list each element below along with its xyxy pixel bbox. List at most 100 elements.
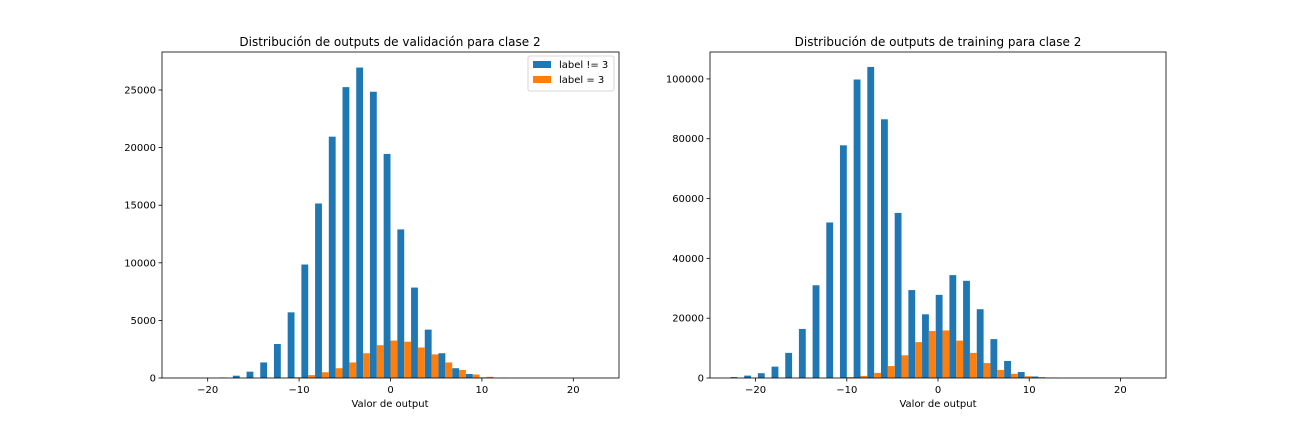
training-bar-series0-13: [908, 290, 916, 378]
training-bar-series1-8: [956, 340, 964, 378]
validation-y-tick-label-2: 10000: [124, 258, 156, 269]
training-y-tick-label-4: 80000: [672, 134, 704, 145]
validation-bar-series1-14: [472, 374, 480, 378]
legend-label-not-3: label != 3: [559, 60, 608, 71]
validation-bar-series0-4: [273, 344, 281, 378]
training-bar-series0-17: [963, 280, 970, 378]
training-bar-series1-0: [846, 377, 854, 378]
validation-bar-series0-13: [397, 229, 405, 378]
validation-bar-series0-18: [465, 373, 473, 378]
validation-bar-series1-9: [404, 341, 412, 378]
validation-bar-series0-14: [411, 287, 418, 378]
training-bar-series0-21: [1017, 372, 1025, 378]
training-bar-series0-4: [785, 352, 793, 378]
training-bar-series0-22: [1031, 376, 1039, 378]
validation-y-ticks: 0 5000 10000 15000 20000 25000: [124, 86, 162, 385]
training-bar-series0-0: [730, 377, 738, 378]
validation-bar-series1-15: [486, 376, 494, 378]
validation-bar-series0-2: [246, 371, 254, 378]
validation-bar-series0-16: [438, 353, 446, 378]
training-bar-series0-16: [949, 275, 957, 378]
validation-bar-series0-9: [342, 87, 350, 378]
training-bar-series1-9: [969, 352, 977, 378]
validation-y-tick-label-3: 15000: [124, 201, 156, 212]
training-y-tick-label-5: 100000: [666, 74, 704, 85]
training-x-ticks: −20 −10 0 10 20: [745, 378, 1127, 396]
training-bar-series1-4: [901, 355, 909, 378]
training-bar-series1-14: [1038, 377, 1046, 378]
validation-x-tick-label-2: 0: [387, 385, 393, 396]
validation-bar-series0-6: [301, 264, 309, 378]
validation-bar-series0-11: [369, 91, 377, 379]
training-y-tick-label-2: 40000: [672, 254, 704, 265]
training-x-tick-label-2: 0: [935, 385, 941, 396]
validation-bar-series1-4: [335, 368, 343, 378]
training-bar-series0-20: [1004, 360, 1011, 378]
training-bar-series1-7: [942, 330, 950, 378]
training-bar-series0-8: [839, 145, 847, 378]
validation-bar-series1-2: [308, 375, 316, 378]
validation-bar-series1-11: [431, 354, 439, 378]
training-bar-series1-3: [887, 366, 895, 378]
validation-y-tick-label-5: 25000: [124, 86, 156, 97]
legend: label != 3 label = 3: [527, 55, 615, 92]
training-bar-series1-10: [983, 363, 991, 378]
training-x-tick-label-1: −10: [836, 385, 857, 396]
training-x-tick-label-3: 10: [1023, 385, 1036, 396]
training-y-tick-label-1: 20000: [672, 314, 704, 325]
validation-x-tick-label-0: −20: [197, 385, 218, 396]
validation-bar-series1-12: [445, 362, 453, 378]
validation-bar-series1-13: [459, 369, 466, 378]
training-bar-series1-6: [928, 331, 936, 378]
legend-swatch-orange: [533, 76, 551, 83]
validation-x-tick-label-3: 10: [476, 385, 489, 396]
training-bar-series1-12: [1010, 373, 1018, 378]
training-bar-series0-6: [812, 285, 820, 378]
validation-x-tick-label-1: −10: [289, 385, 310, 396]
validation-bar-series0-12: [383, 153, 391, 378]
training-histogram-panel: Distribución de outputs de training para…: [666, 35, 1167, 410]
training-x-tick-label-4: 20: [1114, 385, 1127, 396]
training-x-tick-label-0: −20: [745, 385, 766, 396]
training-bar-series0-19: [990, 339, 998, 378]
training-bar-series1-1: [860, 375, 868, 378]
training-bars: [730, 66, 1059, 379]
validation-bar-series0-8: [328, 136, 336, 378]
validation-bar-series1-7: [376, 345, 384, 378]
validation-x-ticks: −20 −10 0 10 20: [197, 378, 580, 396]
validation-x-axis-label: Valor de output: [351, 399, 428, 410]
training-bar-series0-2: [757, 373, 765, 378]
training-y-tick-label-0: 0: [698, 374, 704, 385]
validation-bar-series0-3: [260, 362, 268, 378]
validation-histogram-panel: Distribución de outputs de validación pa…: [124, 35, 620, 410]
training-y-ticks: 0 20000 40000 60000 80000 100000: [666, 74, 710, 385]
validation-bar-series1-5: [349, 362, 357, 378]
validation-bars: [219, 67, 508, 379]
training-bar-series0-14: [922, 314, 929, 378]
validation-bar-series0-5: [287, 312, 295, 378]
training-chart-title: Distribución de outputs de training para…: [795, 35, 1082, 49]
training-bar-series0-12: [894, 212, 902, 378]
training-bar-series0-1: [744, 375, 752, 378]
validation-bar-series1-8: [390, 340, 398, 378]
training-bar-series0-15: [935, 294, 943, 378]
training-bar-series1-11: [997, 369, 1005, 378]
training-y-tick-label-3: 60000: [672, 194, 704, 205]
validation-y-tick-label-1: 5000: [131, 316, 156, 327]
validation-bar-series0-10: [356, 67, 364, 379]
validation-bar-series0-17: [452, 368, 460, 378]
validation-x-tick-label-4: 20: [567, 385, 580, 396]
training-bar-series0-9: [853, 79, 861, 379]
validation-bar-series1-10: [417, 347, 425, 378]
training-bar-series1-2: [874, 372, 881, 378]
training-bar-series1-5: [915, 342, 923, 378]
validation-bar-series0-7: [315, 203, 322, 378]
validation-y-tick-label-0: 0: [150, 374, 156, 385]
legend-swatch-blue: [533, 61, 551, 68]
training-bar-series0-7: [826, 222, 834, 378]
validation-bar-series1-6: [363, 353, 370, 378]
training-bar-series0-10: [867, 66, 875, 378]
validation-bar-series0-15: [424, 329, 432, 378]
